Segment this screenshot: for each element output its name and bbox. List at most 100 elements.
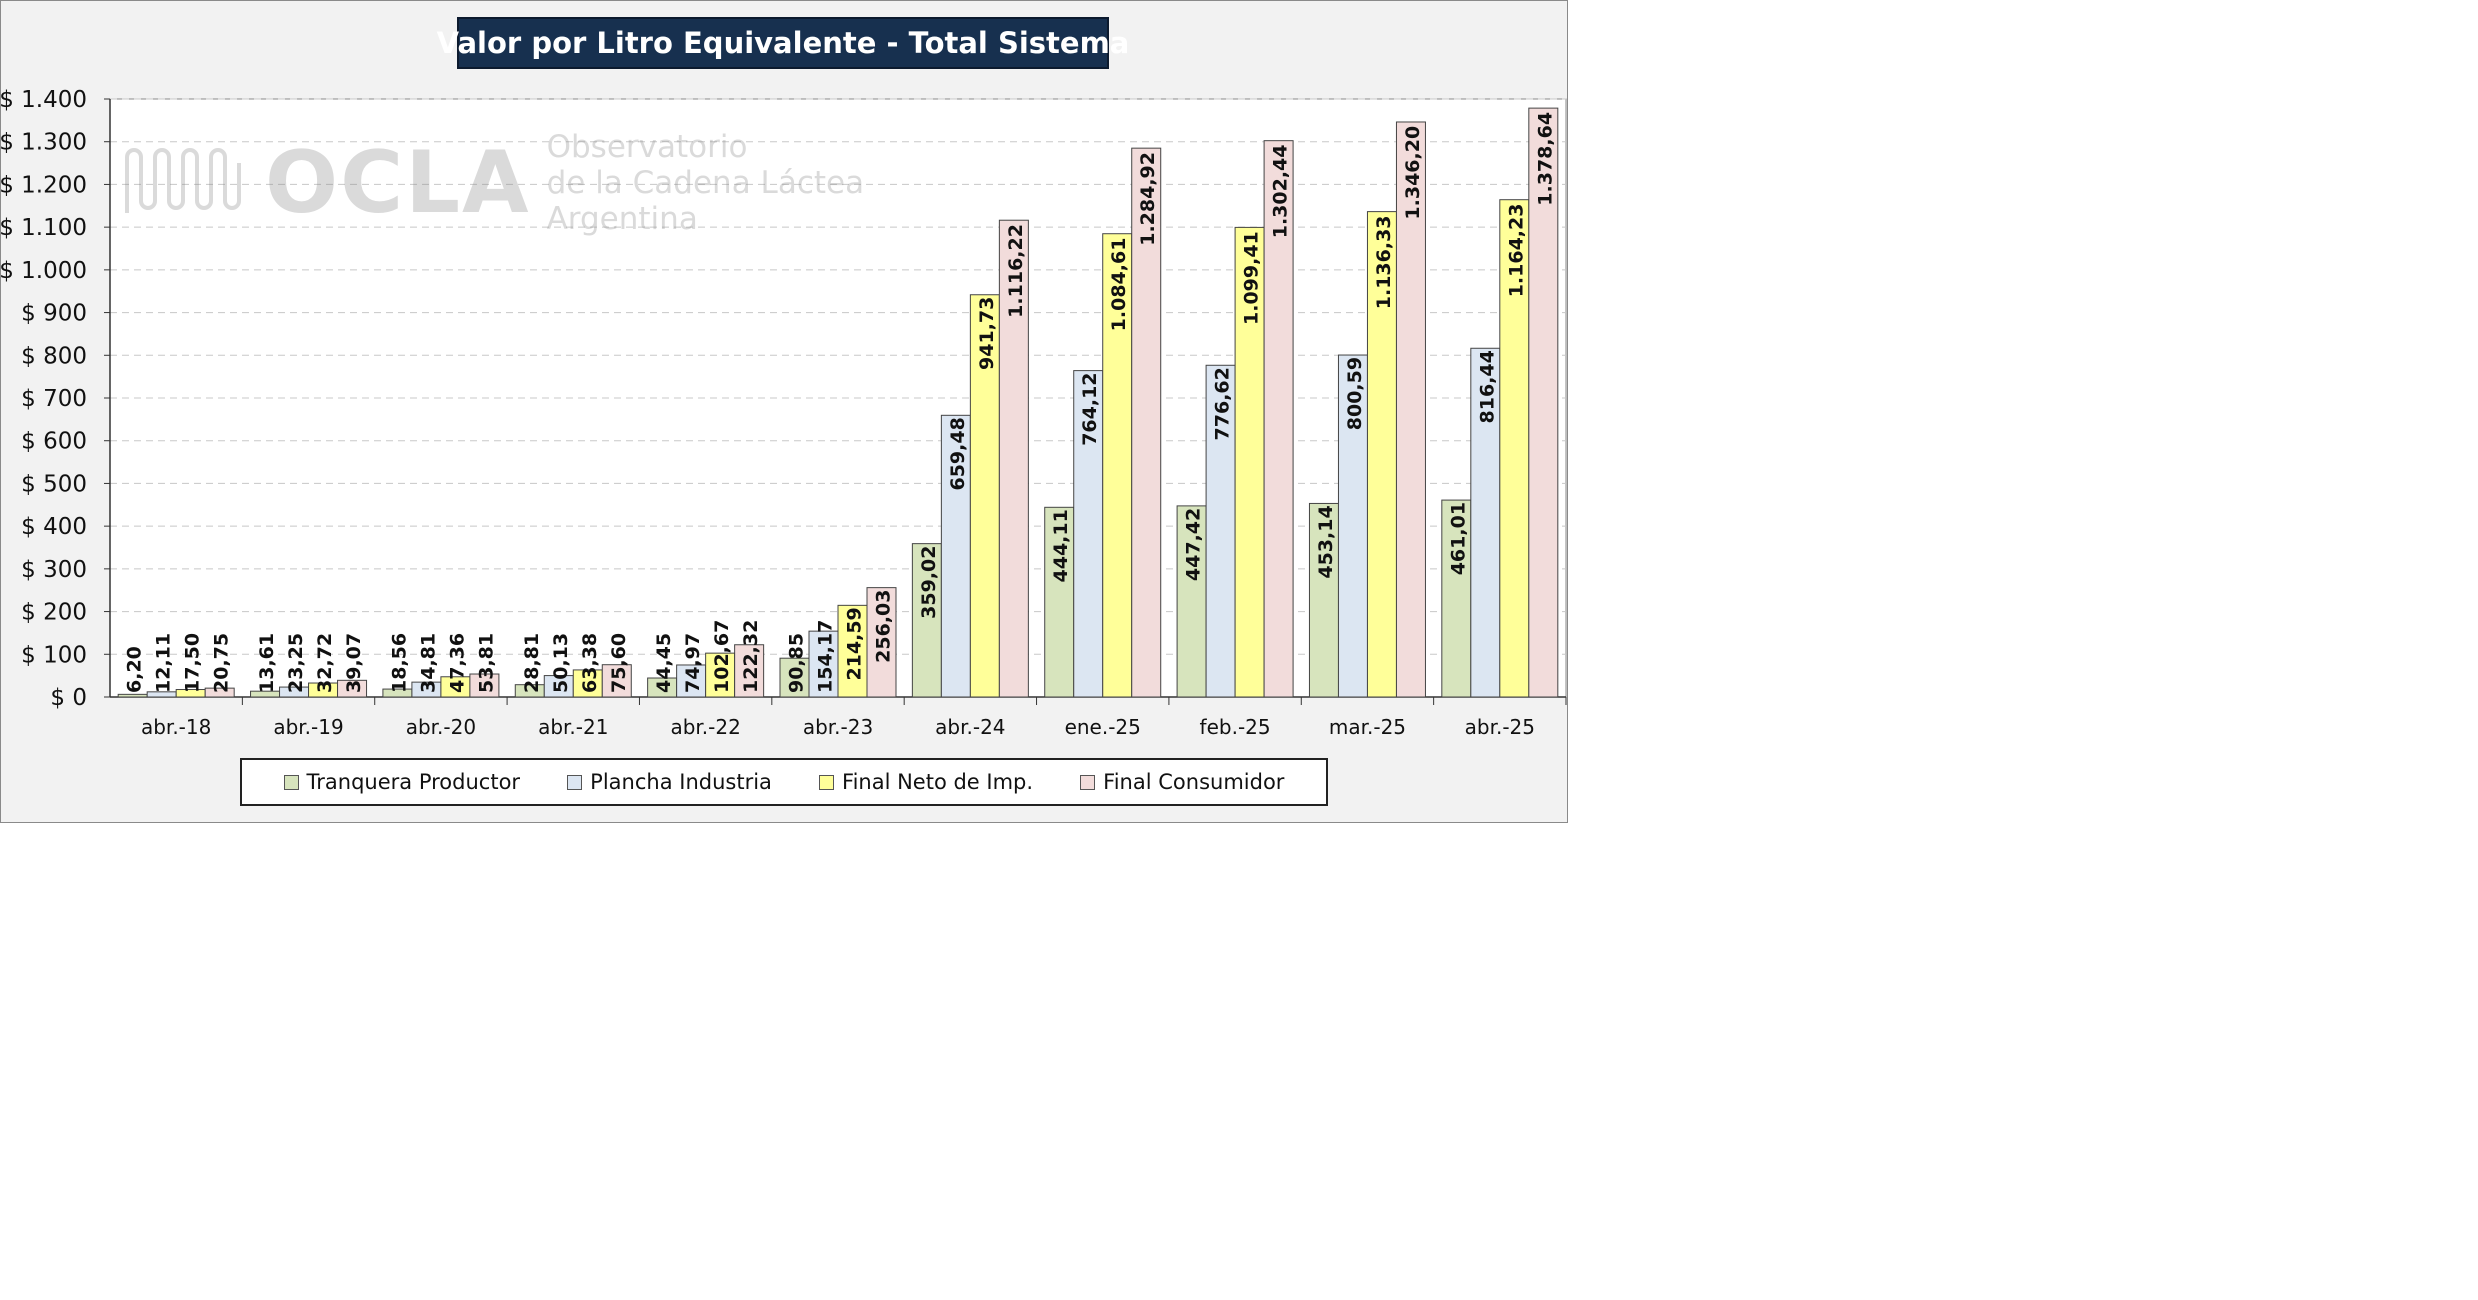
legend-label: Final Neto de Imp. bbox=[842, 770, 1034, 794]
bar bbox=[469, 673, 500, 698]
data-label: 1.378,64 bbox=[1534, 112, 1556, 206]
legend-item-final-neto: Final Neto de Imp. bbox=[819, 770, 1033, 794]
bar bbox=[601, 664, 632, 698]
y-tick-label: $ 400 bbox=[21, 514, 87, 540]
data-label: 1.084,61 bbox=[1108, 238, 1130, 332]
data-label: 941,73 bbox=[976, 297, 998, 370]
x-tick-label: abr.-19 bbox=[273, 715, 343, 739]
data-label: 122,32 bbox=[740, 620, 762, 693]
bar bbox=[117, 693, 148, 698]
data-label: 214,59 bbox=[844, 607, 866, 680]
legend-label: Tranquera Productor bbox=[306, 770, 521, 794]
bar bbox=[837, 604, 868, 698]
bar bbox=[1441, 499, 1472, 698]
x-tick-label: abr.-20 bbox=[406, 715, 476, 739]
y-tick-label: $ 0 bbox=[50, 685, 87, 711]
bar bbox=[1263, 140, 1294, 698]
data-label: 47,36 bbox=[446, 633, 468, 693]
bar bbox=[1470, 347, 1501, 698]
y-tick-label: $ 900 bbox=[21, 301, 87, 327]
data-label: 75,60 bbox=[608, 633, 630, 693]
data-label: 12,11 bbox=[153, 633, 175, 693]
bar-chart: $ 0 $ 100 $ 200 $ 300 $ 400 $ 500 $ 600 $ 700 $ … bbox=[1, 87, 1567, 739]
data-label: 1.302,44 bbox=[1270, 145, 1292, 239]
y-tick-label: $ 1.200 bbox=[1, 172, 87, 198]
y-tick-label: $ 600 bbox=[21, 429, 87, 455]
data-label: 453,14 bbox=[1315, 505, 1337, 578]
data-label: 90,85 bbox=[786, 633, 808, 693]
bar bbox=[1366, 211, 1397, 698]
data-label: 764,12 bbox=[1079, 372, 1101, 445]
data-label: 6,20 bbox=[124, 646, 146, 693]
data-label: 23,25 bbox=[285, 633, 307, 693]
y-tick-label: $ 1.400 bbox=[1, 87, 87, 113]
y-tick-label: $ 200 bbox=[21, 600, 87, 626]
bar bbox=[1308, 502, 1339, 698]
x-tick-label: abr.-21 bbox=[538, 715, 608, 739]
legend-label: Final Consumidor bbox=[1103, 770, 1285, 794]
x-axis-ticks: abr.-18 abr.-19 abr.-20 abr.-21 abr.-22 abr.-… bbox=[110, 696, 1567, 739]
data-label: 20,75 bbox=[211, 633, 233, 693]
data-label: 39,07 bbox=[343, 633, 365, 693]
y-tick-label: $ 700 bbox=[21, 386, 87, 412]
bar bbox=[1205, 364, 1236, 698]
data-label: 34,81 bbox=[417, 633, 439, 693]
x-tick-label: ene.-25 bbox=[1065, 715, 1141, 739]
data-label: 1.099,41 bbox=[1241, 231, 1263, 325]
x-tick-label: abr.-23 bbox=[803, 715, 873, 739]
bar bbox=[1337, 354, 1368, 698]
bar bbox=[998, 219, 1029, 698]
y-tick-label: $ 1.300 bbox=[1, 130, 87, 156]
legend-swatch bbox=[283, 774, 299, 790]
bar bbox=[1044, 506, 1075, 698]
y-axis-ticks: $ 0 $ 100 $ 200 $ 300 $ 400 $ 500 $ 600 $ 700 $ … bbox=[1, 87, 111, 711]
data-label: 63,38 bbox=[579, 633, 601, 693]
bar bbox=[940, 414, 971, 698]
x-tick-label: abr.-24 bbox=[935, 715, 1005, 739]
legend-item-final-consumidor: Final Consumidor bbox=[1080, 770, 1284, 794]
data-label: 50,13 bbox=[550, 633, 572, 693]
data-label: 53,81 bbox=[475, 633, 497, 693]
bar bbox=[676, 664, 707, 698]
data-label: 28,81 bbox=[521, 633, 543, 693]
chart-title: Valor por Litro Equivalente - Total Sist… bbox=[436, 26, 1130, 60]
x-tick-label: abr.-22 bbox=[670, 715, 740, 739]
legend-item-tranquera: Tranquera Productor bbox=[283, 770, 521, 794]
data-label: 44,45 bbox=[653, 633, 675, 693]
data-label: 461,01 bbox=[1447, 502, 1469, 575]
chart-frame: $ 0 $ 100 $ 200 $ 300 $ 400 $ 500 $ 600 $ 700 $ … bbox=[0, 0, 1568, 823]
bar bbox=[337, 679, 368, 698]
bar bbox=[1176, 505, 1207, 698]
bar bbox=[1102, 233, 1133, 698]
bar bbox=[911, 543, 942, 698]
data-labels: 6,20 12,11 17,50 20,75 13,61 23,25 32,72 39,07 1… bbox=[124, 112, 1557, 693]
data-label: 18,56 bbox=[388, 633, 410, 693]
data-label: 13,61 bbox=[256, 633, 278, 693]
data-label: 32,72 bbox=[314, 633, 336, 693]
bar bbox=[734, 644, 765, 698]
data-label: 154,17 bbox=[815, 620, 837, 693]
bars bbox=[117, 107, 1559, 698]
bar bbox=[1395, 121, 1426, 698]
legend-swatch bbox=[567, 774, 583, 790]
data-label: 102,67 bbox=[711, 620, 733, 693]
data-label: 1.164,23 bbox=[1505, 204, 1527, 298]
data-label: 776,62 bbox=[1212, 367, 1234, 440]
data-label: 816,44 bbox=[1476, 350, 1498, 423]
data-label: 17,50 bbox=[182, 633, 204, 693]
data-label: 1.346,20 bbox=[1402, 126, 1424, 220]
bar bbox=[1528, 107, 1559, 698]
bar bbox=[1499, 199, 1530, 698]
data-label: 1.116,22 bbox=[1005, 224, 1027, 318]
y-tick-label: $ 100 bbox=[21, 642, 87, 668]
data-label: 359,02 bbox=[918, 546, 940, 619]
data-label: 1.136,33 bbox=[1373, 215, 1395, 309]
bar bbox=[779, 657, 810, 698]
legend-swatch bbox=[819, 774, 835, 790]
legend-swatch bbox=[1080, 774, 1096, 790]
y-tick-label: $ 500 bbox=[21, 471, 87, 497]
legend-item-plancha: Plancha Industria bbox=[567, 770, 772, 794]
bar bbox=[705, 652, 736, 698]
x-tick-label: abr.-25 bbox=[1465, 715, 1535, 739]
bar bbox=[866, 587, 897, 698]
